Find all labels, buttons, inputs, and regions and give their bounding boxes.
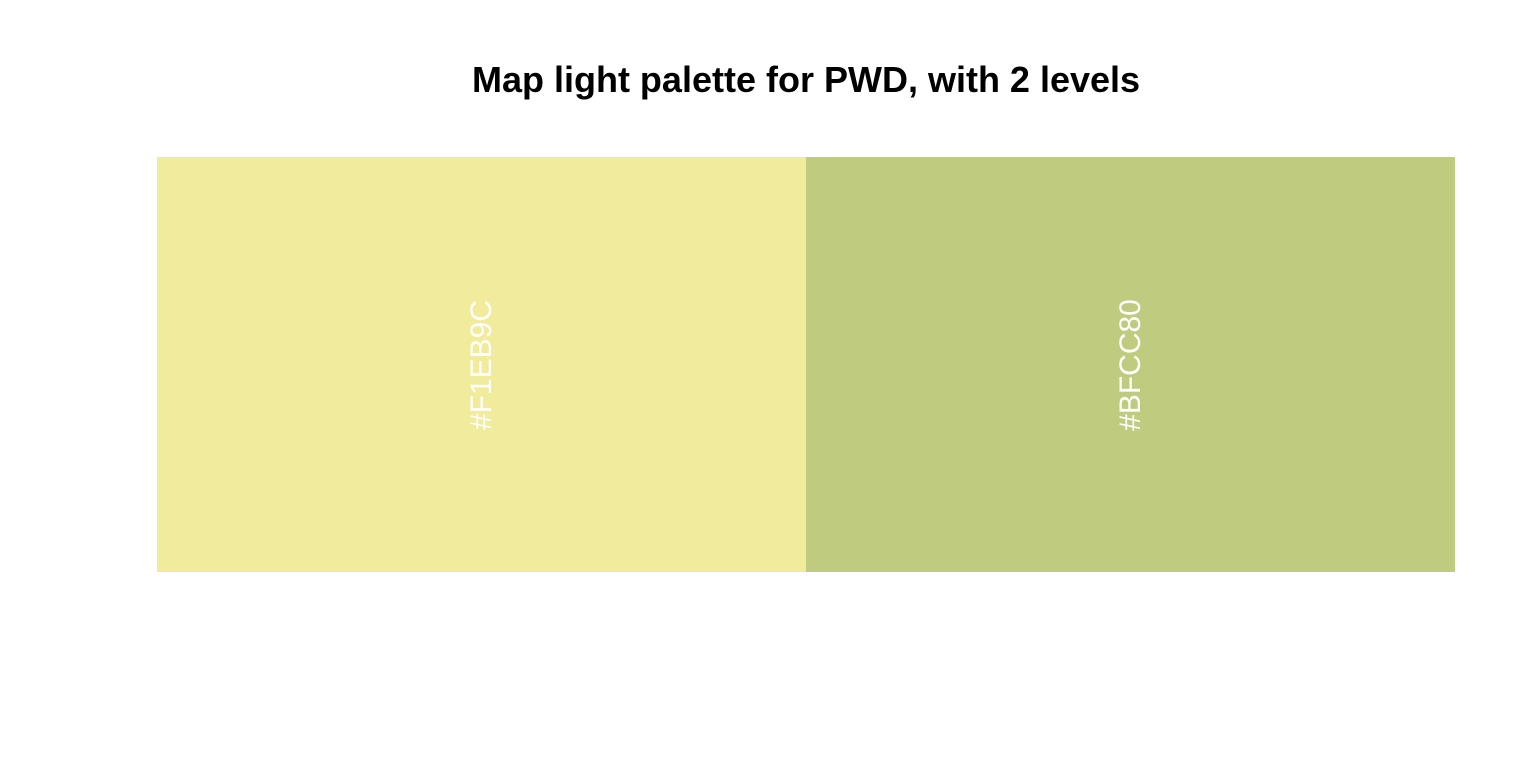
palette-swatch: #F1EB9C	[157, 157, 806, 572]
swatch-hex-label: #F1EB9C	[464, 299, 498, 430]
palette-swatch: #BFCC80	[806, 157, 1455, 572]
swatch-hex-label: #BFCC80	[1113, 298, 1147, 431]
palette-swatches: #F1EB9C #BFCC80	[157, 157, 1455, 572]
chart-title: Map light palette for PWD, with 2 levels	[471, 59, 1141, 100]
